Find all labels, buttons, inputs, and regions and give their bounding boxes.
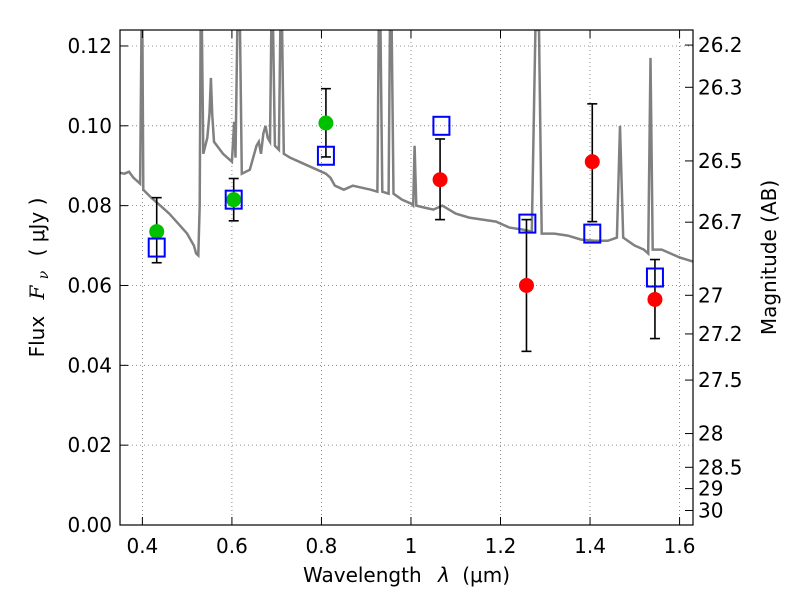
- y-tick-label: 0.10: [67, 114, 112, 138]
- y-axis-label-text: Flux: [25, 316, 49, 358]
- x-tick-label: 1.4: [574, 534, 606, 558]
- y2-tick-label: 26.7: [698, 210, 743, 234]
- x-tick-label: 1.2: [485, 534, 517, 558]
- y2-tick-label: 26.5: [698, 149, 743, 173]
- x-tick-label: 0.4: [126, 534, 158, 558]
- data-marks: [147, 87, 664, 353]
- plot-frame: [119, 29, 694, 526]
- y2-tick-label: 29: [698, 477, 723, 501]
- y2-tick-label: 27.5: [698, 368, 743, 392]
- data-point-circle: [226, 192, 242, 208]
- y2-tick-label: 27.2: [698, 322, 743, 346]
- data-point-circle: [432, 172, 448, 188]
- model-flux-square: [645, 267, 664, 288]
- model-flux-square: [432, 115, 451, 136]
- x-axis-label-var: λ: [437, 563, 450, 587]
- data-point-circle: [518, 277, 534, 293]
- y-axis-label-unit: ( μJy ): [25, 198, 49, 257]
- axis-ticks: 0.4 0.6 0.8 1 1.2 1.4 1.6 0.00 0.02 0.04 0.06 0.08 0…: [67, 30, 743, 558]
- y2-tick-label: 28: [698, 422, 723, 446]
- y2-tick-label: 30: [698, 499, 723, 523]
- model-spectrum: [120, 30, 693, 263]
- y-tick-label: 0.12: [67, 34, 112, 58]
- x-axis-label-text: Wavelength: [303, 563, 422, 587]
- y2-tick-label: 26.2: [698, 33, 743, 57]
- y-axis-label: Flux F ν ( μJy ): [25, 198, 53, 358]
- spectrum-line: [120, 30, 693, 263]
- x-tick-label: 0.6: [216, 534, 248, 558]
- x-axis-label: Wavelength λ (μm): [303, 563, 510, 587]
- x-axis-label-unit: (μm): [462, 563, 510, 587]
- y2-axis-label: Magnitude (AB): [757, 180, 781, 335]
- x-tick-label: 1.6: [664, 534, 696, 558]
- model-flux-square: [147, 237, 166, 258]
- y2-tick-label: 26.3: [698, 75, 743, 99]
- grid: [120, 30, 693, 526]
- model-flux-square: [583, 223, 602, 244]
- data-point-circle: [584, 154, 600, 170]
- y2-tick-label: 28.5: [698, 455, 743, 479]
- data-point-circle: [647, 291, 663, 307]
- y-axis-label-sub: ν: [36, 270, 52, 279]
- y-tick-label: 0.06: [67, 273, 112, 297]
- data-point-circle: [149, 224, 165, 240]
- x-tick-label: 0.8: [306, 534, 338, 558]
- y-tick-label: 0.02: [67, 433, 112, 457]
- y-tick-label: 0.00: [67, 513, 112, 537]
- model-flux-square: [316, 145, 335, 166]
- model-flux-square: [224, 189, 243, 210]
- x-tick-label: 1: [405, 534, 418, 558]
- y-tick-label: 0.04: [67, 353, 112, 377]
- y2-tick-label: 27: [698, 283, 723, 307]
- y-tick-label: 0.08: [67, 194, 112, 218]
- y-axis-label-var: F: [25, 284, 49, 300]
- data-point-circle: [318, 115, 334, 131]
- model-flux-square: [518, 213, 537, 234]
